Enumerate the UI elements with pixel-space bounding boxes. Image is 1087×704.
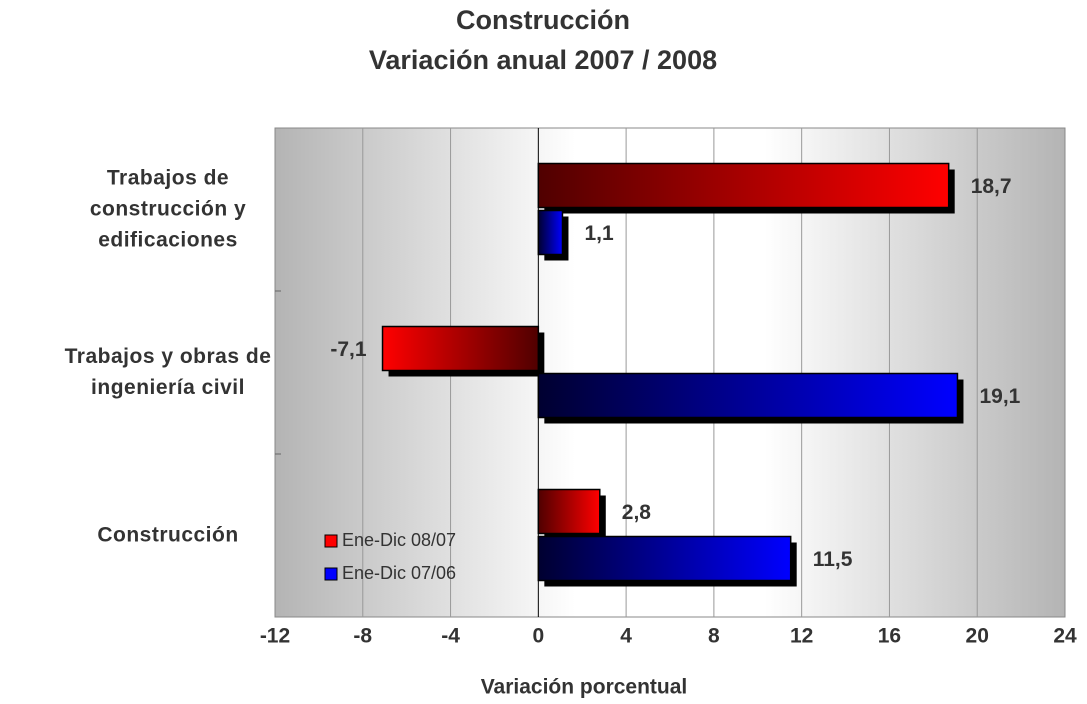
- legend-swatch: [324, 534, 338, 548]
- x-axis-label: Variación porcentual: [481, 676, 688, 699]
- x-tick-label: 0: [532, 625, 544, 648]
- legend-label: Ene-Dic 07/06: [342, 563, 456, 583]
- y-tick-label: Trabajos de construcción y edificaciones: [90, 166, 246, 251]
- bar: [537, 372, 959, 419]
- x-tick-label: 24: [1053, 625, 1077, 648]
- x-tick-label: 8: [708, 625, 720, 648]
- bar: [537, 209, 564, 256]
- x-tick-label: 16: [878, 625, 901, 648]
- x-tick-label: 20: [966, 625, 989, 648]
- data-label: 2,8: [622, 501, 652, 524]
- data-label: 18,7: [971, 175, 1012, 198]
- y-tick-label: Trabajos y obras de ingeniería civil: [65, 345, 272, 399]
- x-tick-label: 12: [790, 625, 813, 648]
- bar: [381, 325, 540, 372]
- x-tick-label: -12: [260, 625, 290, 648]
- x-tick-label: -8: [353, 625, 372, 648]
- data-label: 19,1: [979, 385, 1020, 408]
- x-tick-label: 4: [620, 625, 632, 648]
- bar: [537, 162, 950, 209]
- bar: [537, 488, 601, 535]
- data-label: -7,1: [330, 338, 367, 361]
- bar: [537, 535, 792, 582]
- legend-label: Ene-Dic 08/07: [342, 530, 456, 550]
- data-label: 1,1: [584, 222, 614, 245]
- y-tick-label: Construcción: [97, 523, 238, 546]
- x-tick-label: -4: [441, 625, 460, 648]
- data-label: 11,5: [813, 548, 853, 571]
- chart-subtitle: Variación anual 2007 / 2008: [369, 45, 717, 75]
- legend-swatch: [324, 567, 338, 581]
- chart-title: Construcción: [456, 5, 630, 35]
